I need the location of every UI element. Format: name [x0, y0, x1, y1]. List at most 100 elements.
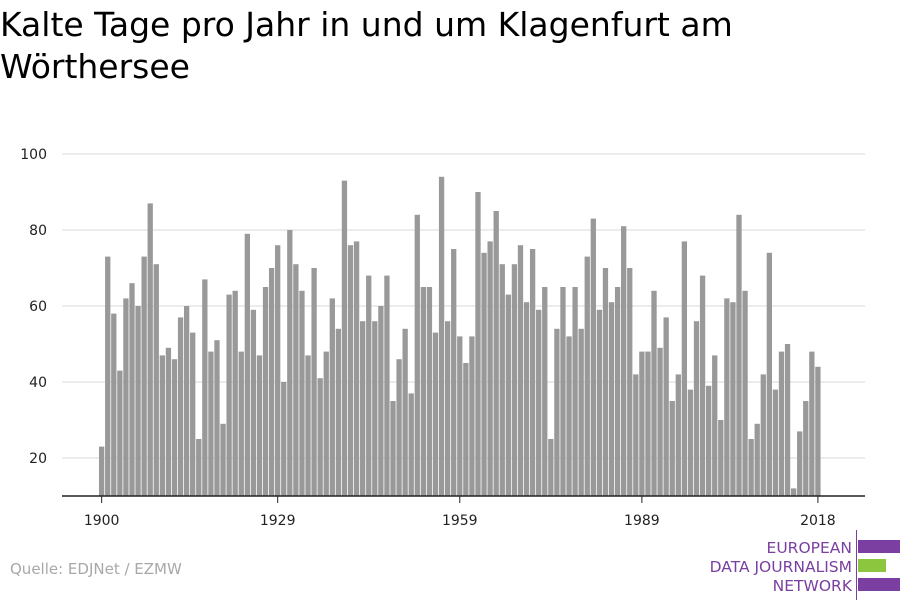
bar-1983	[602, 268, 609, 496]
bar-1946	[378, 306, 384, 496]
bar-1982	[596, 309, 603, 496]
bar-1907	[141, 256, 147, 496]
edjnet-logo[interactable]: EUROPEAN DATA JOURNALISM NETWORK	[700, 528, 900, 600]
bar-1991	[651, 290, 657, 496]
bar-1945	[372, 321, 378, 496]
bar-1960	[463, 363, 469, 496]
bar-1912	[171, 359, 178, 496]
bar-1958	[451, 249, 457, 496]
x-tick-label: 1989	[624, 513, 660, 529]
bar-2015	[797, 431, 803, 496]
bar-1935	[311, 268, 317, 496]
bar-1972	[536, 309, 542, 496]
bar-1962	[475, 192, 481, 496]
bar-1901	[105, 256, 111, 496]
bar-1969	[517, 245, 524, 496]
bar-1966	[499, 264, 505, 496]
logo-text-line3: NETWORK	[772, 577, 852, 595]
bars	[99, 176, 821, 497]
bar-1981	[590, 218, 596, 496]
logo-divider	[856, 530, 857, 600]
bar-1915	[190, 332, 196, 496]
bar-1905	[129, 283, 135, 496]
bar-1911	[165, 347, 172, 496]
bar-1948	[390, 401, 396, 496]
source-note: Quelle: EDJNet / EZMW	[10, 560, 182, 578]
bar-1929	[275, 245, 281, 496]
bar-1988	[633, 374, 639, 496]
bar-2018	[815, 366, 821, 496]
bar-1968	[511, 264, 518, 496]
bar-2008	[754, 423, 760, 496]
bar-1985	[614, 287, 621, 496]
bar-1978	[572, 287, 578, 496]
bar-1944	[366, 275, 372, 496]
bar-1917	[202, 279, 208, 496]
bar-1961	[469, 336, 475, 496]
bar-1987	[627, 268, 633, 496]
bar-1934	[305, 355, 311, 496]
bar-1963	[481, 252, 487, 496]
chart-title: Kalte Tage pro Jahr in und um Klagenfurt…	[0, 5, 733, 86]
bar-1964	[487, 241, 493, 496]
x-axis: 1900 1929 1959 1989 2018	[62, 495, 865, 529]
bar-2011	[772, 389, 779, 496]
bar-1956	[438, 176, 445, 497]
bar-1965	[493, 211, 499, 496]
bar-2009	[760, 374, 766, 496]
bar-1930	[281, 382, 287, 496]
bar-1993	[663, 317, 669, 496]
bar-1970	[523, 302, 530, 496]
bar-1984	[608, 302, 615, 496]
y-tick-label: 40	[29, 375, 47, 391]
bar-1933	[299, 290, 305, 496]
bar-1975	[554, 328, 560, 496]
y-tick-label: 20	[29, 451, 47, 467]
x-tick-label: 1900	[84, 513, 120, 529]
bar-2016	[803, 401, 809, 496]
bar-1925	[250, 309, 257, 496]
bar-1998	[693, 321, 700, 496]
bar-2001	[712, 355, 718, 496]
bar-1932	[293, 264, 299, 496]
y-axis-ticks: 20 40 60 80 100	[20, 147, 47, 467]
bar-2010	[766, 252, 772, 496]
bar-1940	[341, 180, 348, 496]
bar-1920	[220, 423, 226, 496]
bar-1955	[432, 332, 439, 496]
bar-1926	[256, 355, 263, 496]
bar-1952	[414, 214, 420, 497]
bar-2013	[784, 344, 791, 496]
logo-bar	[858, 578, 900, 591]
bar-1918	[208, 351, 214, 496]
bar-2014	[790, 488, 797, 496]
bar-1949	[396, 359, 402, 496]
bar-1928	[268, 268, 275, 496]
logo-bar	[858, 559, 886, 572]
bar-1913	[177, 317, 184, 496]
bar-1921	[226, 294, 232, 496]
bar-1977	[566, 336, 572, 496]
bar-1947	[384, 275, 390, 496]
bar-1997	[687, 389, 694, 496]
bar-1923	[238, 351, 244, 496]
bar-1942	[353, 241, 360, 496]
bar-1943	[360, 321, 366, 496]
bar-1941	[347, 245, 354, 496]
bar-1953	[420, 287, 427, 496]
bar-1931	[287, 230, 293, 496]
bar-1954	[426, 287, 433, 496]
bar-1951	[408, 393, 414, 496]
bar-1919	[214, 340, 220, 496]
bar-2000	[706, 385, 712, 496]
bar-2003	[724, 298, 730, 496]
bar-1979	[578, 328, 584, 496]
bar-1939	[335, 328, 342, 496]
bar-2007	[748, 439, 754, 496]
y-tick-label: 60	[29, 299, 47, 315]
bar-1995	[675, 374, 681, 496]
y-tick-label: 80	[29, 223, 47, 239]
bar-1967	[505, 294, 511, 496]
bar-1950	[402, 328, 408, 496]
bar-1999	[699, 275, 706, 496]
